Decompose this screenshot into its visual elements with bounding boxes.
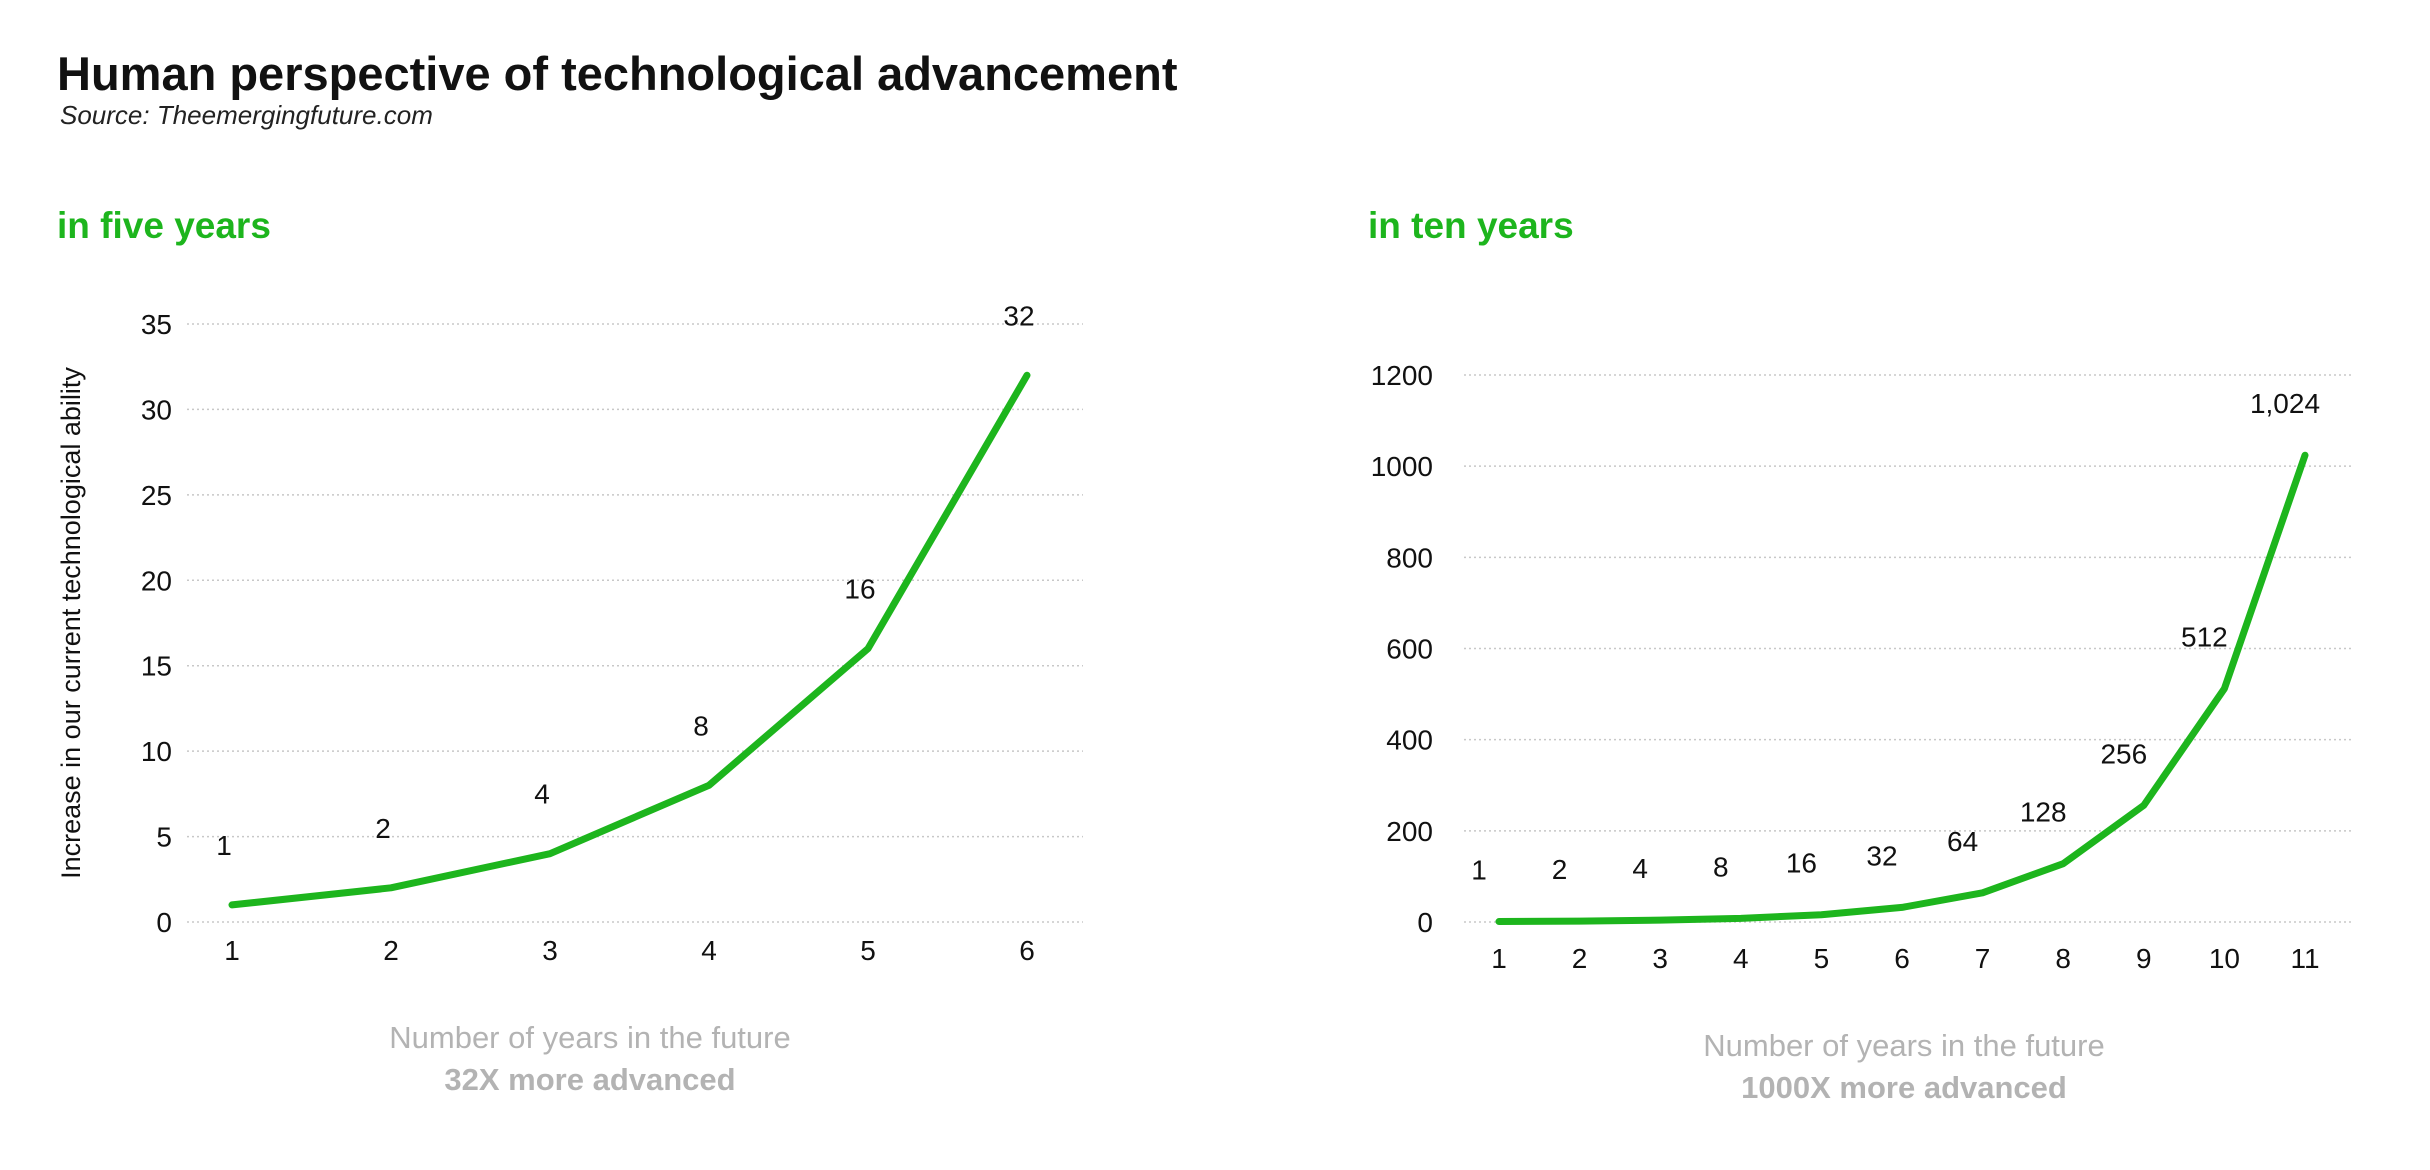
data-label: 1,024 — [2250, 388, 2320, 419]
y-tick-label: 35 — [141, 309, 172, 340]
x-tick-label: 5 — [860, 935, 876, 966]
y-tick-label: 600 — [1386, 634, 1433, 665]
data-label: 2 — [1552, 854, 1568, 885]
data-label: 32 — [1003, 300, 1034, 331]
x-axis-title: Number of years in the future — [1703, 1028, 2104, 1063]
y-tick-label: 0 — [156, 907, 172, 938]
x-tick-label: 2 — [1572, 943, 1588, 974]
x-tick-label: 11 — [2290, 943, 2319, 974]
x-tick-label: 1 — [1491, 943, 1507, 974]
data-label: 16 — [1786, 848, 1817, 879]
y-tick-label: 200 — [1386, 816, 1433, 847]
x-tick-label: 4 — [1733, 943, 1749, 974]
y-tick-label: 1200 — [1371, 360, 1433, 391]
x-tick-label: 9 — [2136, 943, 2152, 974]
x-tick-label: 2 — [383, 935, 399, 966]
data-label: 2 — [375, 813, 391, 844]
source-note: Source: Theemergingfuture.com — [60, 100, 433, 130]
x-tick-label: 4 — [701, 935, 717, 966]
x-tick-label: 5 — [1814, 943, 1830, 974]
x-tick-label: 1 — [224, 935, 240, 966]
chart-title: in five years — [57, 205, 271, 246]
series-line — [1495, 451, 2309, 926]
data-label: 16 — [844, 574, 875, 605]
y-tick-label: 800 — [1386, 542, 1433, 573]
data-label: 1 — [1471, 855, 1487, 886]
data-label: 4 — [534, 779, 550, 810]
y-tick-label: 10 — [141, 736, 172, 767]
y-tick-label: 15 — [141, 651, 172, 682]
x-tick-label: 8 — [2055, 943, 2071, 974]
data-label: 8 — [693, 710, 709, 741]
series-line — [228, 371, 1031, 909]
chart-title: in ten years — [1368, 205, 1574, 246]
page-title: Human perspective of technological advan… — [57, 47, 1178, 100]
data-label: 4 — [1632, 853, 1648, 884]
data-label: 8 — [1713, 851, 1729, 882]
x-tick-label: 6 — [1019, 935, 1035, 966]
data-label: 64 — [1947, 826, 1978, 857]
data-label: 32 — [1866, 840, 1897, 871]
data-label: 256 — [2100, 738, 2147, 769]
x-tick-label: 6 — [1894, 943, 1910, 974]
x-tick-label: 3 — [542, 935, 558, 966]
x-tick-label: 7 — [1975, 943, 1991, 974]
chart-five-years: in five years Increase in our current te… — [56, 205, 1083, 1097]
x-axis-subtitle: 1000X more advanced — [1741, 1070, 2067, 1105]
y-axis-title: Increase in our current technological ab… — [56, 367, 86, 879]
chart-ten-years: in ten years Number of years in the futu… — [1368, 205, 2352, 1105]
y-tick-label: 30 — [141, 394, 172, 425]
y-tick-label: 0 — [1417, 907, 1433, 938]
x-tick-label: 10 — [2209, 943, 2240, 974]
y-tick-label: 1000 — [1371, 451, 1433, 482]
x-tick-label: 3 — [1652, 943, 1668, 974]
y-tick-label: 5 — [156, 822, 172, 853]
data-label: 128 — [2020, 797, 2067, 828]
data-label: 512 — [2181, 622, 2228, 653]
x-axis-title: Number of years in the future — [389, 1020, 790, 1055]
data-label: 1 — [216, 830, 232, 861]
y-tick-label: 20 — [141, 565, 172, 596]
y-tick-label: 400 — [1386, 725, 1433, 756]
y-tick-label: 25 — [141, 480, 172, 511]
x-axis-subtitle: 32X more advanced — [444, 1062, 735, 1097]
